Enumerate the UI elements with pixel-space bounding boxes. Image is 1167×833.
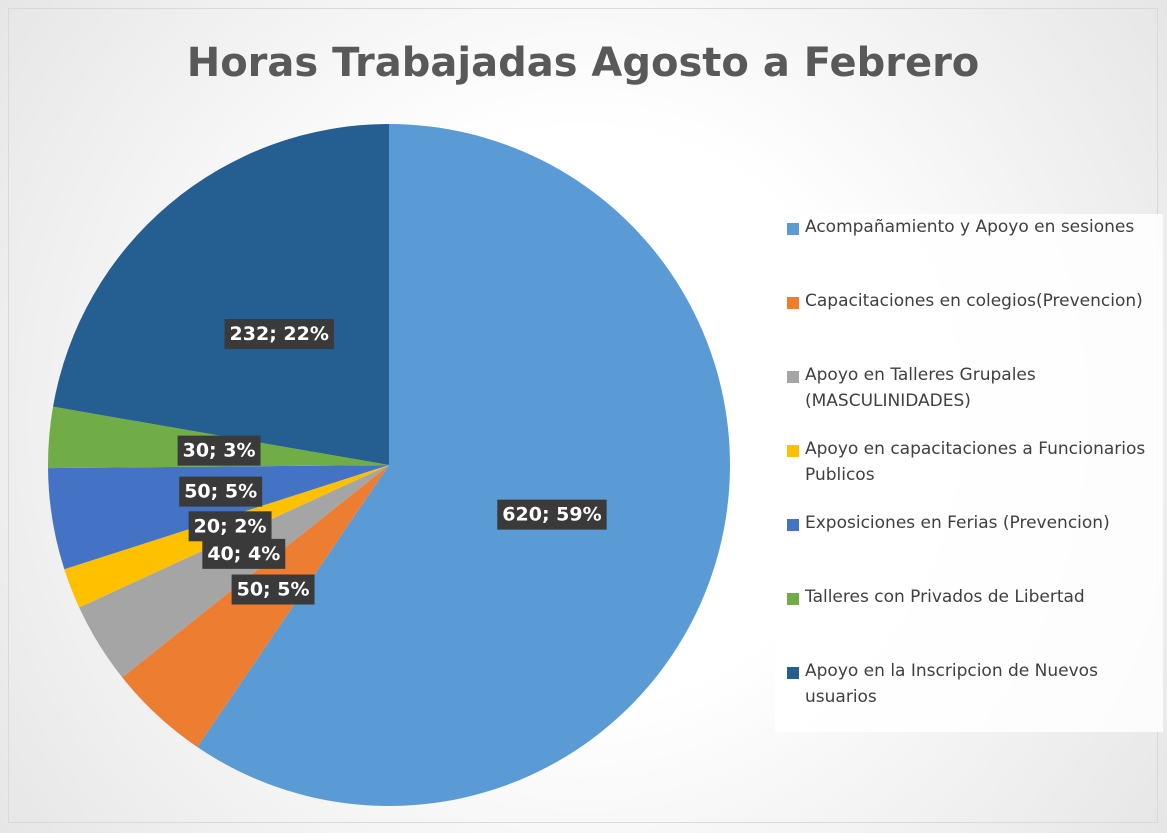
data-label: 40; 4% — [202, 538, 286, 569]
legend-swatch — [787, 297, 799, 309]
data-label: 50; 5% — [231, 574, 315, 605]
legend-swatch — [787, 593, 799, 605]
chart-title: Horas Trabajadas Agosto a Febrero — [187, 40, 980, 86]
data-label-box — [497, 499, 607, 530]
data-label-text: 30; 3% — [183, 440, 256, 462]
legend-label: Exposiciones en Ferias (Prevencion) — [805, 513, 1110, 533]
legend: Acompañamiento y Apoyo en sesiones Capaci… — [775, 214, 1163, 732]
legend-item: Acompañamiento y Apoyo en sesiones — [775, 214, 1163, 288]
data-label-box — [231, 574, 315, 605]
data-label-text: 620; 59% — [502, 504, 601, 526]
data-label: 232; 22% — [224, 319, 334, 350]
legend-item: Apoyo en Talleres Grupales (MASCULINIDAD… — [775, 362, 1163, 436]
legend-item: Exposiciones en Ferias (Prevencion) — [775, 510, 1163, 584]
legend-label: Apoyo en Talleres Grupales (MASCULINIDAD… — [805, 365, 1036, 411]
legend-label: Talleres con Privados de Libertad — [805, 587, 1085, 607]
legend-swatch — [787, 445, 799, 457]
legend-swatch — [787, 519, 799, 531]
data-label-box — [177, 435, 261, 466]
pie-slice — [79, 465, 389, 678]
data-label: 30; 3% — [177, 435, 261, 466]
data-label-text: 20; 2% — [194, 515, 267, 537]
legend-label: Apoyo en la Inscripcion de Nuevos usuari… — [805, 661, 1098, 707]
legend-label: Acompañamiento y Apoyo en sesiones — [805, 217, 1135, 237]
legend-label: Capacitaciones en colegios(Prevencion) — [805, 291, 1143, 311]
data-label-box — [179, 476, 263, 507]
legend-item: Apoyo en la Inscripcion de Nuevos usuari… — [775, 658, 1163, 732]
legend-item: Talleres con Privados de Libertad — [775, 584, 1163, 658]
legend-label: Apoyo en capacitaciones a Funcionarios P… — [805, 439, 1146, 485]
legend-item: Capacitaciones en colegios(Prevencion) — [775, 288, 1163, 362]
data-label-box — [188, 511, 272, 542]
data-label: 20; 2% — [188, 511, 272, 542]
legend-swatch — [787, 223, 799, 235]
data-label-box — [224, 319, 334, 350]
pie-slice — [197, 124, 731, 806]
data-label: 50; 5% — [179, 476, 263, 507]
data-label-text: 50; 5% — [237, 579, 310, 601]
legend-swatch — [787, 667, 799, 679]
data-label-text: 50; 5% — [184, 481, 257, 503]
pie-slice — [122, 465, 390, 748]
data-label-text: 232; 22% — [230, 323, 329, 345]
legend-swatch — [787, 371, 799, 383]
data-label: 620; 59% — [497, 499, 607, 530]
legend-item: Apoyo en capacitaciones a Funcionarios P… — [775, 436, 1163, 510]
data-label-text: 40; 4% — [207, 543, 280, 565]
data-label-box — [202, 538, 286, 569]
pie-slice — [53, 124, 389, 465]
